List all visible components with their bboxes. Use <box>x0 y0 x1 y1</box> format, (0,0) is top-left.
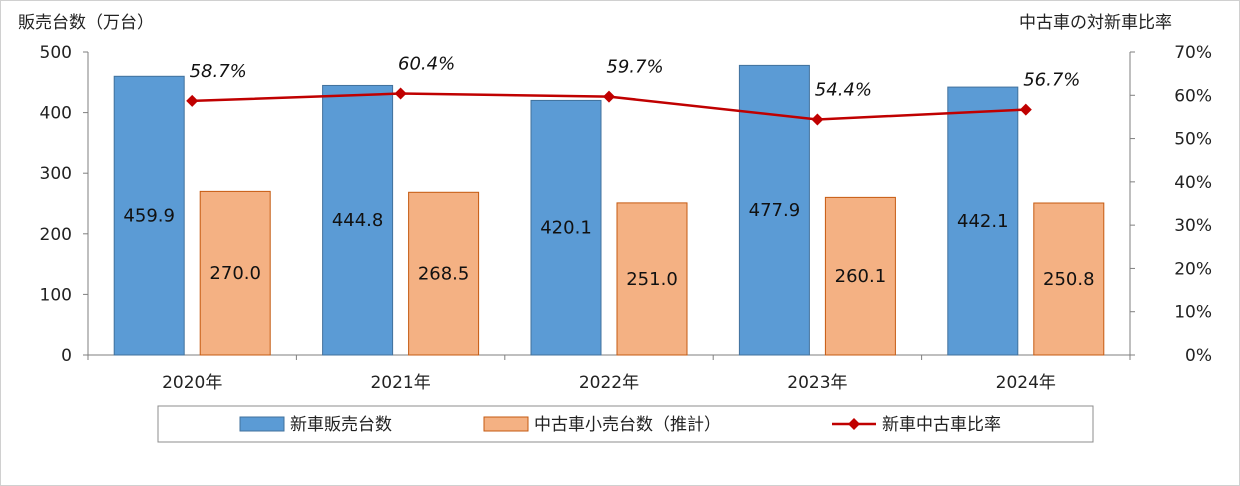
data-labels: 459.9 270.0 444.8 268.5 420.1 251.0 477.9 260.1… <box>123 54 1094 290</box>
right-tick-label: 70% <box>1174 43 1212 63</box>
new-car-value-label: 444.8 <box>332 210 384 231</box>
ratio-line-series <box>186 87 1032 126</box>
ratio-value-label: 54.4% <box>815 80 872 101</box>
ratio-value-label: 59.7% <box>606 57 663 78</box>
ratio-marker <box>394 87 407 100</box>
left-tick-label: 200 <box>40 225 72 245</box>
left-tick-label: 100 <box>40 285 72 305</box>
legend-box <box>157 405 1094 443</box>
category-label: 2022年 <box>579 373 639 393</box>
bars <box>113 64 1105 356</box>
legend: 新車販売台数 中古車小売台数（推計） 新車中古車比率 <box>157 405 1094 443</box>
legend-swatch-used-car <box>483 416 529 432</box>
left-tick-label: 300 <box>40 164 72 184</box>
left-tick-label: 400 <box>40 104 72 124</box>
legend-label-used-car: 中古車小売台数（推計） <box>534 415 721 435</box>
new-car-value-label: 420.1 <box>540 218 592 239</box>
ratio-marker <box>811 113 824 126</box>
right-axis-title: 中古車の対新車比率 <box>1019 13 1172 33</box>
new-car-bar <box>947 86 1019 356</box>
right-tick-label: 40% <box>1174 173 1212 193</box>
left-axis-title: 販売台数（万台） <box>18 13 154 33</box>
left-tick-label: 500 <box>40 43 72 63</box>
used-car-bar <box>1033 202 1105 356</box>
right-tick-label: 50% <box>1174 130 1212 150</box>
new-car-bar <box>322 84 394 356</box>
new-car-bar <box>113 75 185 356</box>
legend-swatch-new-car <box>239 416 285 432</box>
category-label: 2020年 <box>162 373 222 393</box>
new-car-value-label: 459.9 <box>123 206 175 227</box>
right-tick-label: 30% <box>1174 216 1212 236</box>
category-label: 2021年 <box>370 373 430 393</box>
used-car-value-label: 270.0 <box>209 263 261 284</box>
used-car-value-label: 268.5 <box>418 264 470 285</box>
category-label: 2023年 <box>787 373 847 393</box>
ratio-value-label: 60.4% <box>398 54 455 75</box>
ratio-marker <box>186 94 199 107</box>
used-car-bar <box>199 190 271 356</box>
right-tick-label: 20% <box>1174 259 1212 279</box>
ratio-value-label: 56.7% <box>1023 70 1080 91</box>
legend-label-new-car: 新車販売台数 <box>290 415 392 435</box>
ratio-marker <box>1019 103 1032 116</box>
used-car-value-label: 250.8 <box>1043 269 1095 290</box>
used-car-bar <box>824 196 896 356</box>
ratio-marker <box>603 90 615 103</box>
new-car-value-label: 477.9 <box>749 200 801 221</box>
right-tick-label: 0% <box>1185 346 1212 366</box>
new-car-value-label: 442.1 <box>957 211 1009 232</box>
legend-label-ratio: 新車中古車比率 <box>882 415 1001 435</box>
used-car-value-label: 260.1 <box>835 266 887 287</box>
right-tick-label: 10% <box>1174 303 1212 323</box>
left-tick-label: 0 <box>61 346 72 366</box>
used-car-bar <box>616 202 688 356</box>
used-car-value-label: 251.0 <box>626 269 678 290</box>
axes: 0 100 200 300 400 500 0% 10% 20% 30% 40% 50% 60% 70% 2… <box>40 43 1212 393</box>
ratio-value-label: 58.7% <box>190 61 247 82</box>
right-tick-label: 60% <box>1174 86 1212 106</box>
legend-marker-ratio <box>848 418 860 430</box>
new-car-bar <box>530 99 602 356</box>
category-label: 2024年 <box>996 373 1056 393</box>
used-car-bar <box>408 191 480 356</box>
